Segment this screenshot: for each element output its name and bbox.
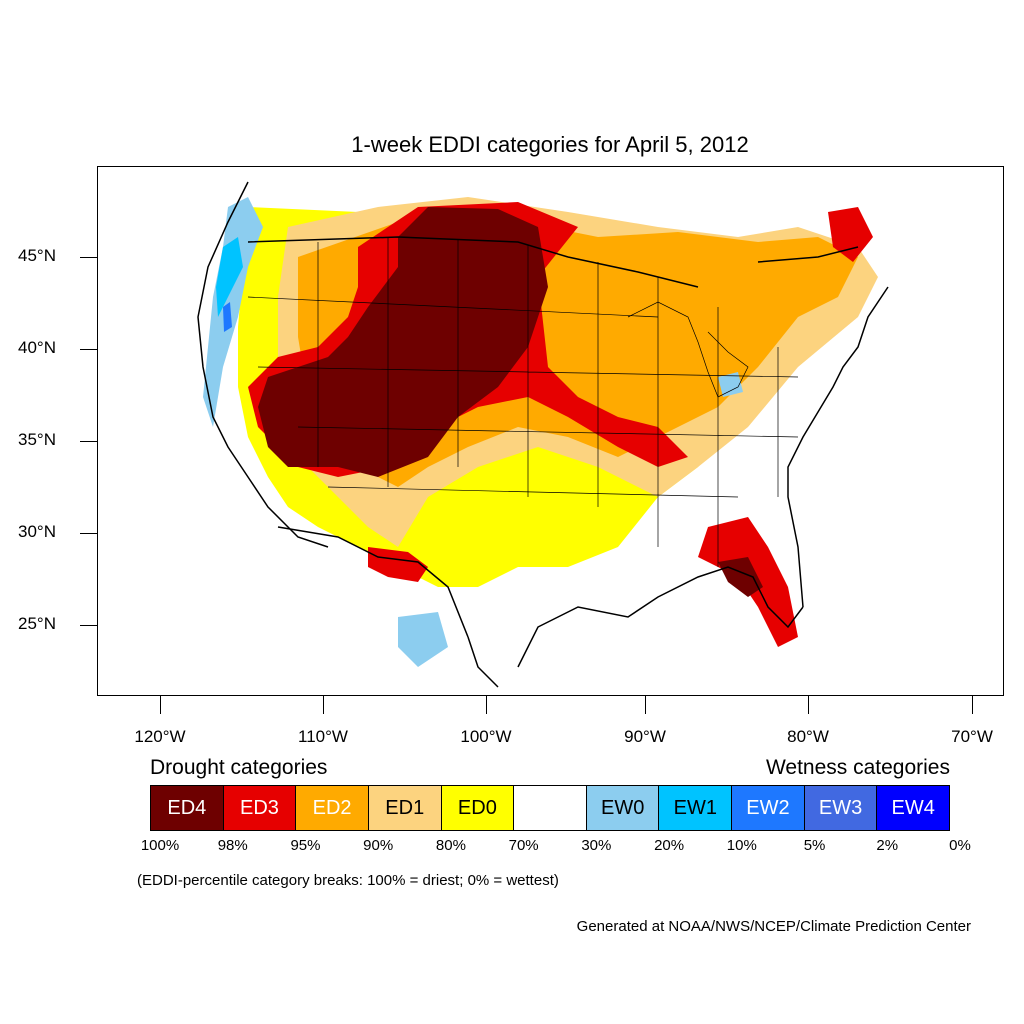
- percentile-label: 5%: [803, 837, 826, 854]
- state-borders: [247, 237, 799, 567]
- us-mexico-border: [277, 526, 469, 638]
- legend-box-ew3: EW3: [804, 786, 878, 830]
- percentile-label: 0%: [949, 837, 971, 854]
- legend-box-ew0: EW0: [586, 786, 660, 830]
- wetness-heading: Wetness categories: [765, 756, 950, 779]
- percentile-label: 30%: [581, 837, 612, 854]
- lon-tick: [160, 696, 161, 714]
- coastline-west: [197, 181, 329, 548]
- lat-tick: [80, 441, 97, 442]
- lon-tick: [808, 696, 809, 714]
- region-ne-ed3: [828, 207, 873, 262]
- lon-tick: [323, 696, 324, 714]
- region-tx-ed3: [368, 547, 428, 582]
- credit-line: Generated at NOAA/NWS/NCEP/Climate Predi…: [576, 918, 971, 935]
- percentile-label: 80%: [435, 837, 466, 854]
- region-ew2-pnw: [223, 302, 232, 332]
- lat-tick: [80, 533, 97, 534]
- legend-bar: ED4 ED3 ED2 ED1 ED0 EW0 EW1 EW2 EW3 EW4: [150, 785, 950, 831]
- great-lakes: [627, 301, 749, 398]
- region-ew-mex: [398, 612, 448, 667]
- region-ew-pnw: [203, 197, 263, 427]
- percentile-label: 95%: [290, 837, 321, 854]
- legend-box-ew2: EW2: [732, 786, 805, 830]
- region-ew1-pnw: [216, 237, 243, 317]
- lat-label-30: 30°N: [18, 522, 56, 541]
- eddi-map: [197, 181, 889, 688]
- percentile-label: 10%: [726, 837, 757, 854]
- lat-label-35: 35°N: [18, 430, 56, 449]
- lat-tick: [80, 257, 97, 258]
- lon-label-70: 70°W: [951, 727, 993, 746]
- legend-box-ed4: ED4: [151, 786, 224, 830]
- drought-heading: Drought categories: [150, 756, 328, 779]
- lon-label-80: 80°W: [787, 727, 829, 746]
- lon-tick: [972, 696, 973, 714]
- lat-tick: [80, 625, 97, 626]
- percentile-label: 70%: [508, 837, 539, 854]
- lon-label-120: 120°W: [134, 727, 186, 746]
- region-ew-lakes: [718, 372, 743, 397]
- percentile-label: 2%: [876, 837, 899, 854]
- legend-box-neutral: [514, 786, 587, 830]
- percentile-label: 98%: [217, 837, 248, 854]
- map-title: 1-week EDDI categories for April 5, 2012: [351, 132, 749, 157]
- legend-box-ed2: ED2: [296, 786, 369, 830]
- lat-label-40: 40°N: [18, 338, 56, 357]
- legend-box-ed3: ED3: [223, 786, 297, 830]
- legend-box-ed0: ED0: [441, 786, 515, 830]
- lat-label-25: 25°N: [18, 614, 56, 633]
- legend-box-ed1: ED1: [368, 786, 442, 830]
- percentile-label: 100%: [140, 837, 180, 854]
- lon-tick: [486, 696, 487, 714]
- map-frame: [97, 166, 1004, 696]
- lat-label-45: 45°N: [18, 246, 56, 265]
- legend-box-ew1: EW1: [659, 786, 733, 830]
- percentile-label: 20%: [654, 837, 685, 854]
- lon-label-90: 90°W: [624, 727, 666, 746]
- lon-label-100: 100°W: [460, 727, 512, 746]
- coastline-gulf: [467, 566, 804, 688]
- legend-box-ew4: EW4: [877, 786, 950, 830]
- coastline-east: [787, 286, 889, 608]
- breaks-note: (EDDI-percentile category breaks: 100% =…: [137, 872, 559, 889]
- percentile-label: 90%: [363, 837, 394, 854]
- lat-tick: [80, 349, 97, 350]
- lon-tick: [645, 696, 646, 714]
- region-ed4: [258, 207, 548, 477]
- lon-label-110: 110°W: [298, 727, 348, 746]
